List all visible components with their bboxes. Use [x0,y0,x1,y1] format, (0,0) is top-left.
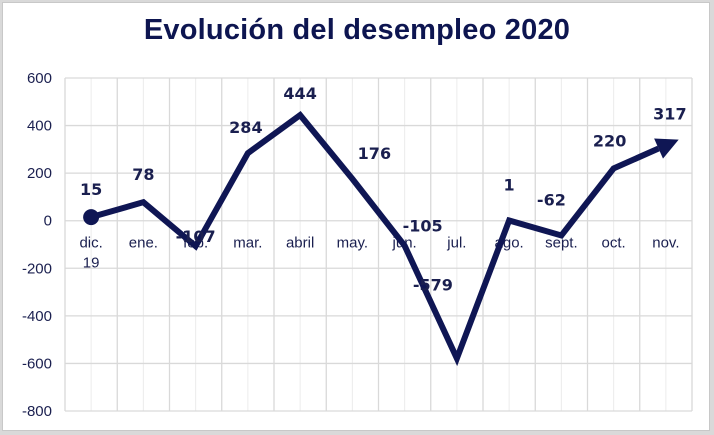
data-label: 444 [283,84,316,103]
y-tick-label: -800 [22,403,52,420]
data-label: 176 [358,144,391,163]
data-label: 284 [229,118,262,137]
x-tick-label: jul. [446,235,466,252]
start-marker-icon [83,209,100,226]
x-tick-label: mar. [233,235,262,252]
x-tick-label: oct. [602,235,626,252]
data-label: 220 [593,131,626,150]
chart-card [2,2,710,431]
x-tick-label: dic. 19 [79,235,102,272]
x-tick-label: abril [286,235,314,252]
gridlines [64,77,693,412]
series-line [83,111,679,367]
data-label: 78 [132,165,154,184]
x-tick-label: sept. [545,235,578,252]
chart-title: Evolución del desempleo 2020 [143,14,571,46]
data-line [90,111,660,367]
data-label: -105 [403,217,443,236]
x-tick-label: may. [337,235,368,252]
y-tick-label: -400 [22,308,52,325]
y-tick-label: 0 [44,213,52,230]
y-tick-label: 600 [27,70,52,87]
data-label: -62 [537,190,566,209]
data-label: -579 [413,275,453,294]
x-tick-label: ene. [129,235,158,252]
data-labels: 15 78 -107 284 444 176 -105 -579 1 -62 220 317 [80,84,687,294]
y-tick-label: -200 [22,260,52,277]
y-tick-label: -600 [22,355,52,372]
data-label: -107 [176,227,216,246]
data-label: 317 [653,104,686,123]
y-axis-labels: 600 400 200 0 -200 -400 -600 -800 [22,70,52,420]
x-tick-label: nov. [652,235,679,252]
y-tick-label: 200 [27,165,52,182]
y-tick-label: 400 [27,118,52,135]
arrow-end-icon [654,138,679,159]
data-label: 1 [504,175,515,194]
data-label: 15 [80,180,102,199]
